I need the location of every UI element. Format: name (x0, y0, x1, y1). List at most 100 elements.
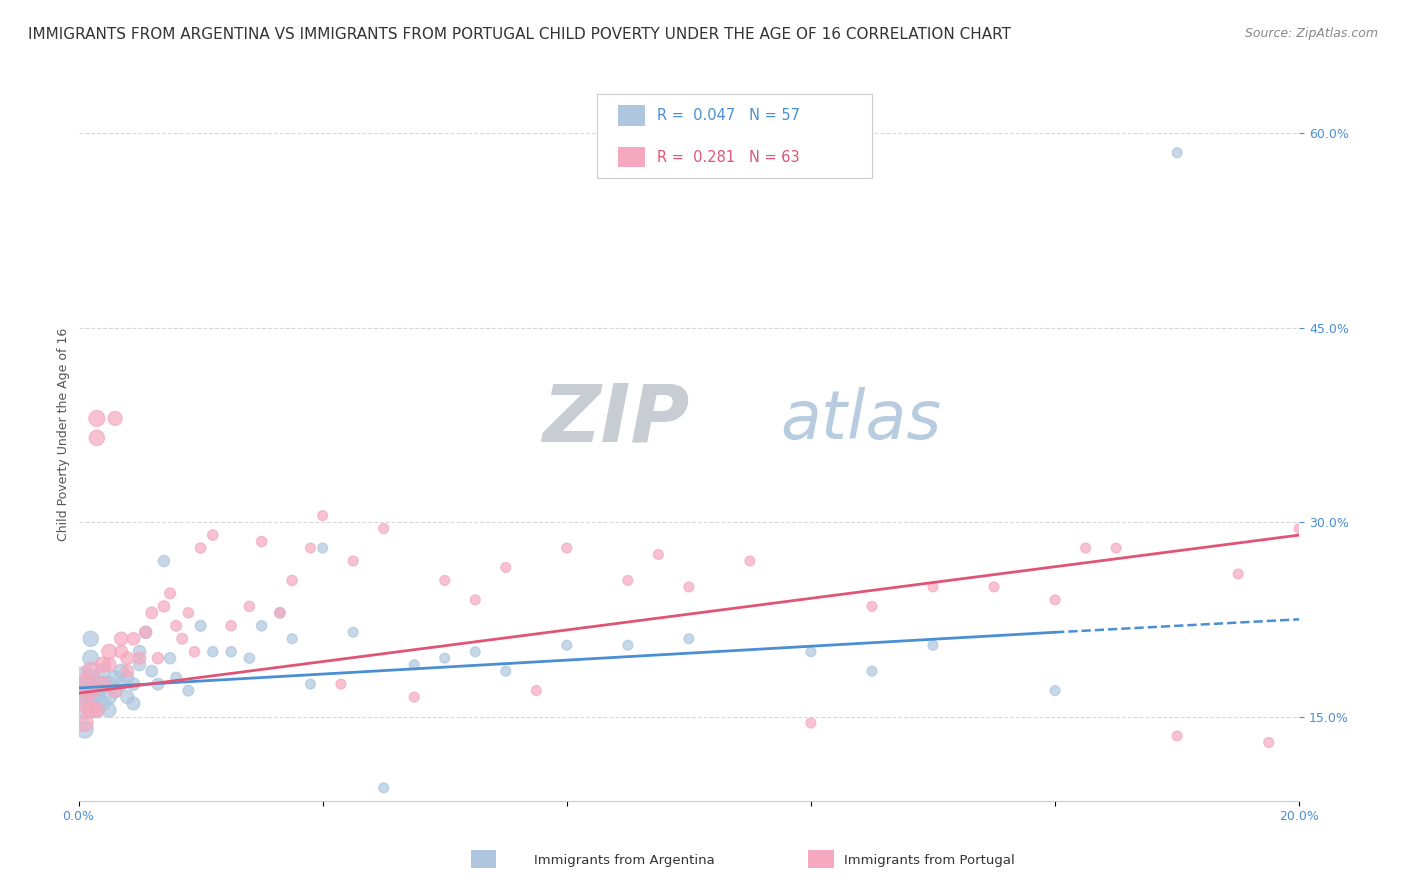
Point (647, 548, 669, 562)
Text: Source: ZipAtlas.com: Source: ZipAtlas.com (1244, 27, 1378, 40)
Point (73, 671, 96, 685)
Text: ZIP: ZIP (543, 381, 690, 459)
Text: atlas: atlas (780, 387, 942, 453)
Point (1074, 541, 1097, 555)
Point (1288, 522, 1310, 536)
Point (98, 690, 121, 704)
Point (110, 664, 132, 678)
Bar (619, 147, 645, 168)
Point (983, 580, 1005, 594)
Point (269, 606, 291, 620)
Point (177, 606, 200, 620)
Point (1043, 683, 1066, 698)
Point (73, 683, 96, 698)
Point (269, 606, 291, 620)
Bar (471, 850, 496, 868)
Point (73, 723, 96, 737)
Point (117, 664, 139, 678)
Point (190, 541, 212, 555)
Point (922, 638, 945, 652)
Point (1166, 729, 1188, 743)
Point (172, 632, 194, 646)
Point (117, 651, 139, 665)
Point (110, 677, 132, 691)
Point (495, 560, 517, 574)
Bar (619, 105, 645, 126)
Text: Immigrants from Argentina: Immigrants from Argentina (534, 855, 716, 867)
Point (342, 554, 364, 568)
Point (342, 625, 364, 640)
Point (404, 690, 426, 704)
Y-axis label: Child Poverty Under the Age of 16: Child Poverty Under the Age of 16 (58, 328, 70, 541)
Point (98, 677, 121, 691)
Point (104, 683, 127, 698)
Point (738, 554, 761, 568)
Point (73, 697, 96, 711)
Point (104, 683, 127, 698)
Point (281, 632, 304, 646)
Point (219, 619, 242, 633)
Point (1043, 593, 1066, 607)
Text: Immigrants from Portugal: Immigrants from Portugal (844, 855, 1014, 867)
Point (141, 606, 163, 620)
Point (860, 599, 883, 614)
Point (117, 671, 139, 685)
Point (91, 697, 114, 711)
Point (80, 664, 103, 678)
Point (330, 677, 353, 691)
Point (104, 671, 127, 685)
Point (464, 645, 486, 659)
Text: R =  0.281   N = 63: R = 0.281 N = 63 (657, 150, 800, 165)
Point (311, 508, 333, 523)
Point (122, 677, 145, 691)
Point (122, 697, 145, 711)
Point (128, 657, 150, 672)
Point (250, 619, 273, 633)
Point (80, 651, 103, 665)
Point (1227, 566, 1250, 581)
Point (128, 645, 150, 659)
Point (80, 690, 103, 704)
Point (110, 645, 132, 659)
Point (433, 651, 456, 665)
Text: R =  0.047   N = 57: R = 0.047 N = 57 (657, 108, 800, 123)
Point (146, 651, 169, 665)
Point (165, 619, 187, 633)
Point (238, 599, 260, 614)
Point (91, 677, 114, 691)
Point (86, 411, 108, 425)
Point (555, 541, 578, 555)
Point (135, 625, 157, 640)
Point (91, 677, 114, 691)
Point (122, 632, 145, 646)
Point (555, 638, 578, 652)
Point (86, 703, 108, 717)
Point (183, 645, 205, 659)
Point (800, 716, 823, 731)
Point (91, 664, 114, 678)
Point (141, 664, 163, 678)
Point (433, 574, 456, 588)
Point (98, 657, 121, 672)
Point (201, 645, 224, 659)
Point (678, 632, 700, 646)
FancyBboxPatch shape (598, 95, 872, 178)
Point (201, 528, 224, 542)
Point (190, 619, 212, 633)
Point (1166, 145, 1188, 160)
Point (73, 677, 96, 691)
Point (73, 716, 96, 731)
Point (80, 703, 103, 717)
Point (219, 645, 242, 659)
Point (373, 522, 395, 536)
Point (299, 677, 322, 691)
Point (404, 657, 426, 672)
Point (159, 586, 181, 600)
Point (86, 683, 108, 698)
Point (159, 651, 181, 665)
Point (464, 593, 486, 607)
Point (146, 677, 169, 691)
Point (80, 671, 103, 685)
Point (165, 671, 187, 685)
Point (800, 645, 823, 659)
